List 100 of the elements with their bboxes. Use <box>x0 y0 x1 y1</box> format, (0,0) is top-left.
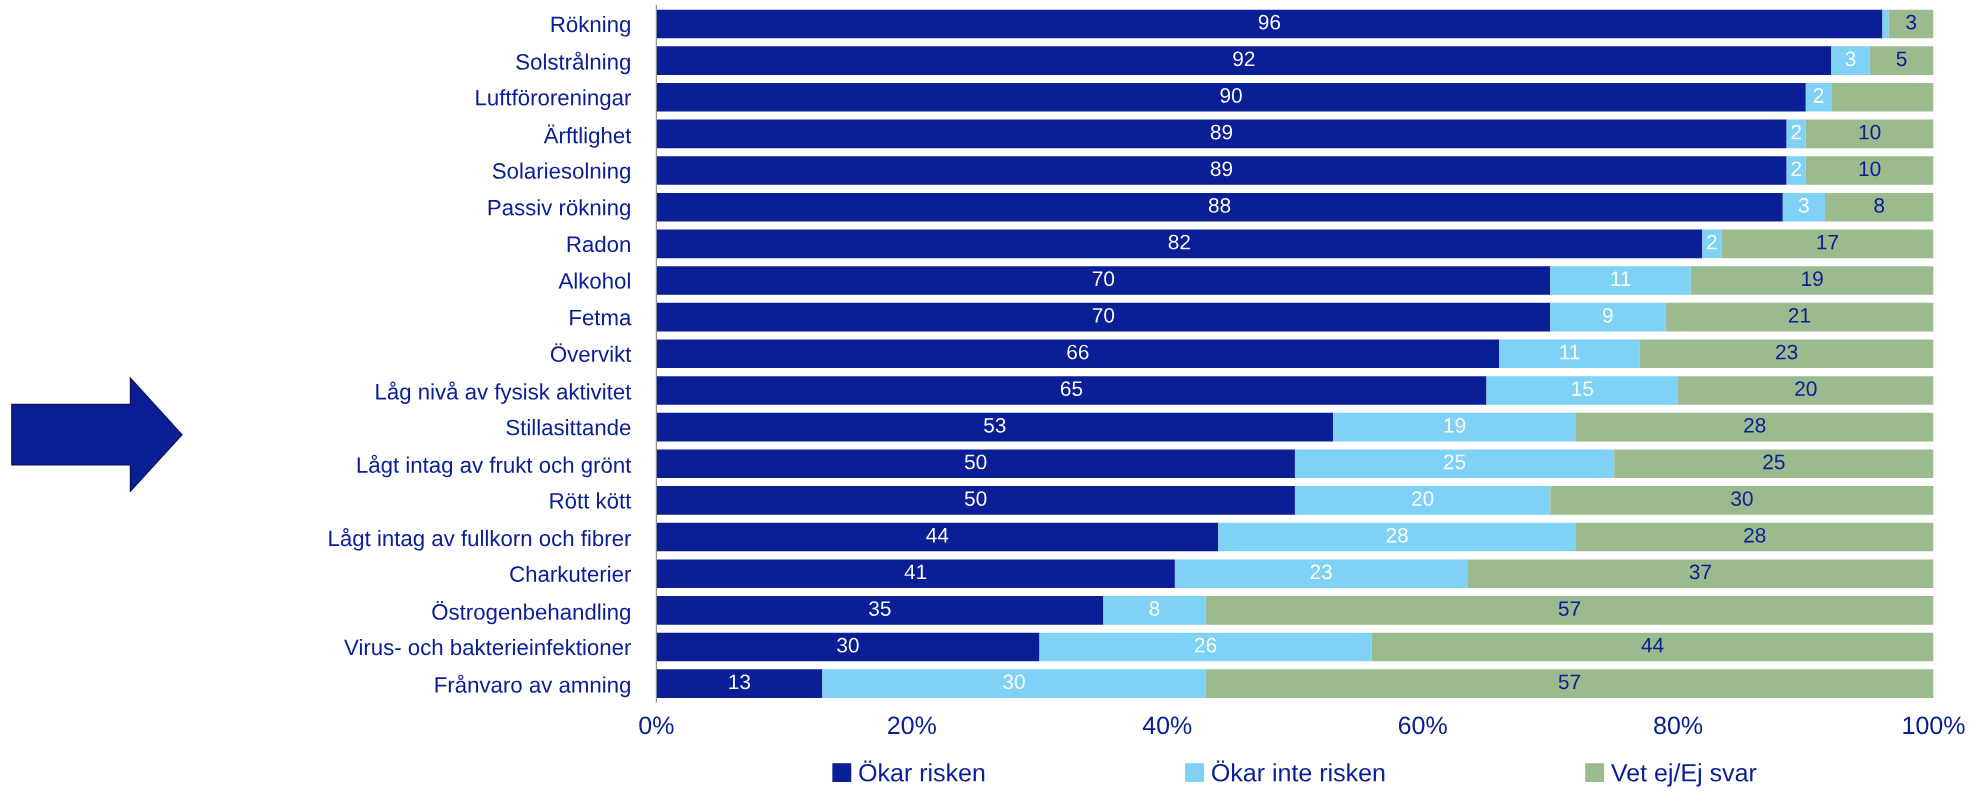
bar <box>822 669 1206 698</box>
data-label: 82 <box>1168 234 1190 250</box>
y-tick-label: Lågt intag av fullkorn och fibrer <box>329 528 632 551</box>
bar <box>1805 82 1832 112</box>
data-label: 19 <box>1802 271 1823 287</box>
y-tick-label: Solariesolning <box>492 162 630 184</box>
bar <box>1499 339 1640 369</box>
data-label: 57 <box>1558 601 1581 616</box>
data-label: 57 <box>1558 674 1581 690</box>
data-label: 70 <box>1092 307 1115 323</box>
y-tick-label: Lågt intag av frukt och grönt <box>357 454 632 478</box>
bar <box>1467 559 1934 588</box>
bar <box>1639 339 1934 369</box>
bar <box>1721 229 1934 259</box>
data-label: 23 <box>1776 344 1798 360</box>
data-label: 53 <box>984 417 1006 433</box>
data-label: 44 <box>926 528 949 543</box>
data-label: 90 <box>1220 88 1242 103</box>
y-tick-label: Virus- och bakterieinfektioner <box>344 638 632 656</box>
data-label: 3 <box>1798 198 1809 213</box>
data-label: 11 <box>1611 271 1631 286</box>
bar <box>1550 266 1691 295</box>
data-label: 2 <box>1813 88 1824 103</box>
bar <box>656 449 1295 479</box>
bar <box>1882 9 1889 39</box>
bar <box>1786 156 1806 185</box>
data-label: 19 <box>1444 417 1466 433</box>
bar <box>1805 156 1934 185</box>
bar <box>1205 669 1934 698</box>
bar <box>656 82 1806 112</box>
data-label: 70 <box>1092 271 1115 287</box>
y-tick-label: Radon <box>567 235 630 253</box>
y-tick-label: Charkuterier <box>510 565 631 582</box>
bar <box>656 669 823 698</box>
bar <box>656 376 1487 405</box>
bar <box>656 229 1703 259</box>
data-label: 8 <box>1874 198 1885 213</box>
bar <box>1039 632 1372 662</box>
data-label: 30 <box>1003 674 1025 690</box>
data-label: 92 <box>1233 51 1255 67</box>
bar <box>1294 449 1615 479</box>
bar <box>656 339 1500 369</box>
y-tick-label: Frånvaro av amning <box>435 674 630 698</box>
bar <box>1218 522 1576 552</box>
data-label: 30 <box>1731 491 1753 506</box>
bar <box>656 486 1295 515</box>
data-label: 89 <box>1210 161 1233 177</box>
data-label: 3 <box>1845 51 1856 67</box>
data-label: 88 <box>1208 198 1231 213</box>
bar <box>1103 596 1206 625</box>
bar <box>656 632 1040 662</box>
bar <box>1824 192 1934 222</box>
data-label: 26 <box>1195 637 1217 653</box>
bar <box>1782 192 1825 222</box>
bar <box>1869 46 1934 75</box>
data-label: 44 <box>1641 638 1664 653</box>
bar <box>1550 302 1666 332</box>
legend-label: Ökar risken <box>859 760 985 782</box>
bar <box>1805 119 1934 149</box>
bar <box>1831 82 1934 112</box>
data-label: 3 <box>1906 14 1917 30</box>
data-label: 13 <box>729 674 751 690</box>
data-label: 11 <box>1560 344 1580 360</box>
bar <box>1690 266 1934 295</box>
bar <box>656 46 1832 75</box>
y-tick-label: Östrogenbehandling <box>432 601 630 625</box>
x-tick-label: 20% <box>888 716 936 735</box>
bar <box>1550 486 1934 515</box>
data-label: 35 <box>869 601 891 616</box>
bar <box>656 192 1783 222</box>
y-tick-label: Rökning <box>551 15 630 37</box>
y-tick-label: Solstrålning <box>516 51 630 75</box>
data-label: 17 <box>1817 234 1839 250</box>
data-label: 25 <box>1763 454 1785 470</box>
data-label: 20 <box>1412 491 1434 506</box>
y-tick-label: Passiv rökning <box>488 199 630 220</box>
data-label: 41 <box>904 564 927 580</box>
data-label: 23 <box>1310 564 1332 580</box>
bar <box>1678 376 1934 405</box>
data-label: 50 <box>964 491 987 506</box>
x-tick-label: 80% <box>1654 716 1703 735</box>
x-tick-label: 40% <box>1142 716 1192 735</box>
data-label: 28 <box>1744 417 1766 433</box>
bar <box>1575 522 1934 552</box>
data-label: 2 <box>1791 161 1801 176</box>
x-tick-label: 100% <box>1903 716 1965 735</box>
data-label: 28 <box>1386 527 1408 543</box>
bar <box>1174 559 1468 588</box>
bar <box>656 522 1219 552</box>
bar <box>1205 596 1934 625</box>
data-label: 15 <box>1572 381 1594 397</box>
data-label: 9 <box>1603 307 1613 323</box>
y-tick-label: Ärftlighet <box>543 124 632 148</box>
data-label: 50 <box>964 454 987 470</box>
data-label: 30 <box>837 637 859 653</box>
legend-label: Vet ej/Ej svar <box>1611 763 1757 787</box>
bar <box>1614 449 1934 479</box>
data-label: 8 <box>1149 601 1160 616</box>
data-label: 5 <box>1896 51 1907 67</box>
bar <box>656 302 1551 332</box>
